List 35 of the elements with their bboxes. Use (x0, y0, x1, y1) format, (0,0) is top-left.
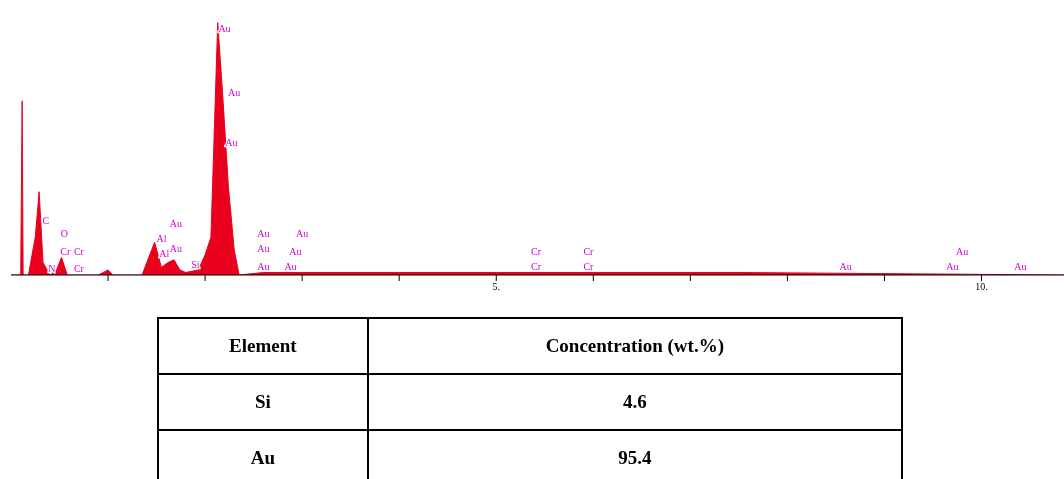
annotation: Cr (60, 245, 72, 257)
x-tick-label: 10. (975, 281, 988, 293)
annotation: Al (159, 248, 170, 260)
annotation: Au (1014, 260, 1027, 272)
annotation: Au (296, 227, 309, 239)
annotation: Au (257, 260, 270, 272)
annotation: Cr (73, 263, 85, 275)
annotation: Cr (531, 260, 542, 272)
category-label: Si (158, 374, 368, 430)
annotation: Al (156, 232, 167, 244)
annotation: Au (218, 23, 231, 35)
data-label: 95.4 (367, 430, 902, 479)
annotation: Au (955, 245, 969, 257)
annotation: N (48, 263, 56, 275)
annotation: O (60, 227, 68, 239)
text: Element (158, 318, 368, 374)
annotation: Si (191, 259, 200, 271)
data-label: 4.6 (367, 374, 902, 430)
annotation: Cr (583, 260, 595, 272)
annotation: Cr (531, 245, 542, 257)
annotation: Cr (583, 245, 595, 257)
annotation: Au (257, 227, 270, 239)
annotation: Au (169, 217, 183, 229)
annotation: Au (284, 260, 297, 272)
text: Concentration (wt.%) (367, 318, 902, 374)
annotation: C (42, 215, 50, 227)
annotation: Au (289, 245, 302, 257)
annotation: Au (839, 260, 852, 272)
x-tick-label: 5. (492, 281, 500, 293)
annotation: Au (946, 260, 959, 272)
annotation: Au (228, 86, 241, 98)
annotation: Cr (73, 245, 85, 257)
annotation: Au (257, 243, 270, 255)
category-label: Au (158, 430, 368, 479)
annotation: Au (169, 243, 183, 255)
